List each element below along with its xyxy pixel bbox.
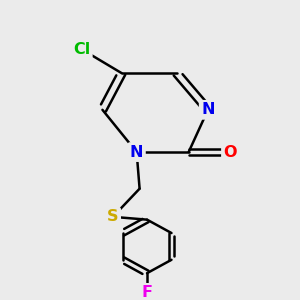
- Text: O: O: [224, 145, 237, 160]
- Text: N: N: [201, 102, 215, 117]
- Text: S: S: [107, 209, 118, 224]
- Text: N: N: [130, 145, 143, 160]
- Text: F: F: [142, 285, 152, 300]
- Text: Cl: Cl: [73, 42, 90, 57]
